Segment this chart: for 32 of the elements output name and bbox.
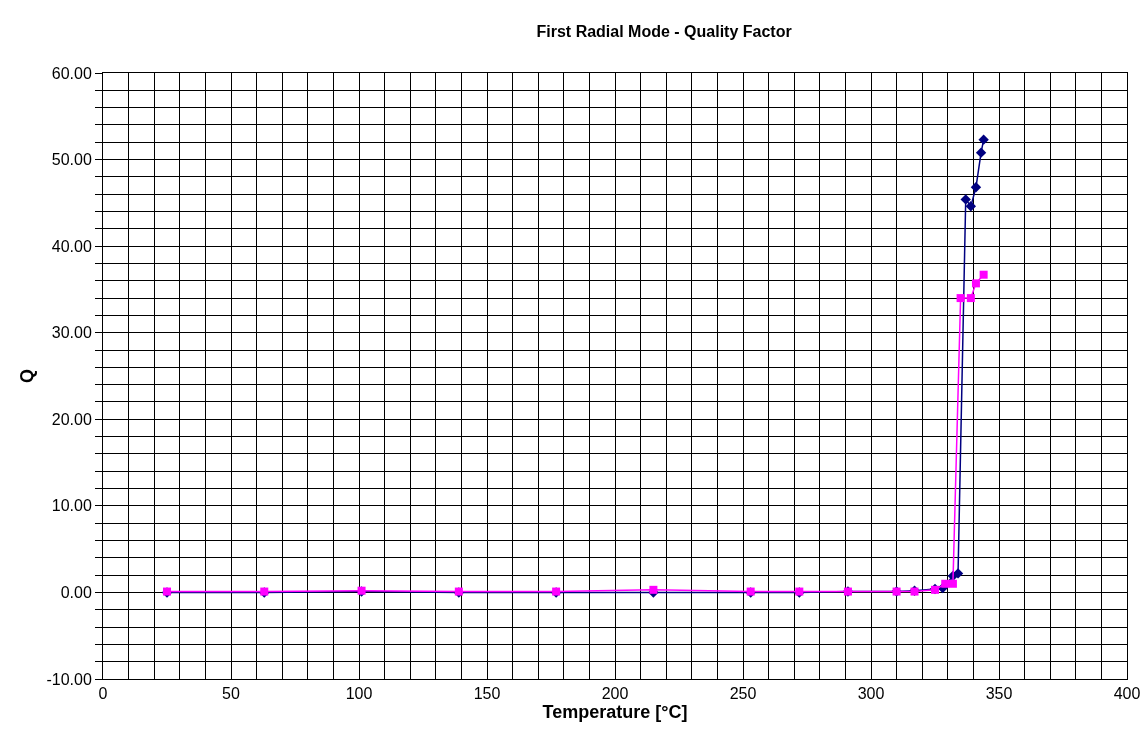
- x-tick-label: 0: [98, 685, 108, 703]
- point: [971, 279, 980, 288]
- y-tick-label: 30.00: [51, 324, 92, 342]
- point: [975, 147, 987, 158]
- point: [978, 134, 989, 145]
- y-tick-label: 50.00: [51, 151, 92, 169]
- point: [965, 201, 977, 212]
- point: [960, 194, 971, 205]
- point: [941, 579, 950, 588]
- y-axis-title: Q: [16, 368, 37, 384]
- point: [948, 579, 957, 588]
- x-tick-label: 350: [985, 685, 1013, 703]
- y-tick-label: 0.00: [60, 584, 92, 602]
- x-tick-label: 150: [473, 685, 501, 703]
- y-tick-label: -10.00: [46, 670, 92, 688]
- x-tick-label: 200: [601, 685, 629, 703]
- x-tick-label: 300: [857, 685, 885, 703]
- y-tick-label: 60.00: [51, 64, 92, 82]
- x-tick-label: 400: [1113, 685, 1141, 703]
- point: [956, 294, 965, 303]
- x-axis-title: Temperature [°C]: [542, 702, 688, 723]
- point: [966, 294, 975, 303]
- x-tick-label: 100: [345, 685, 373, 703]
- point: [979, 270, 988, 279]
- x-tick-label: 250: [729, 685, 757, 703]
- point: [970, 182, 982, 193]
- chart-title: First Radial Mode - Quality Factor: [536, 23, 792, 41]
- y-tick-label: 40.00: [51, 237, 92, 255]
- point: [649, 585, 658, 594]
- x-tick-label: 50: [222, 685, 240, 703]
- y-tick-label: 10.00: [51, 497, 92, 515]
- y-tick-label: 20.00: [51, 410, 92, 428]
